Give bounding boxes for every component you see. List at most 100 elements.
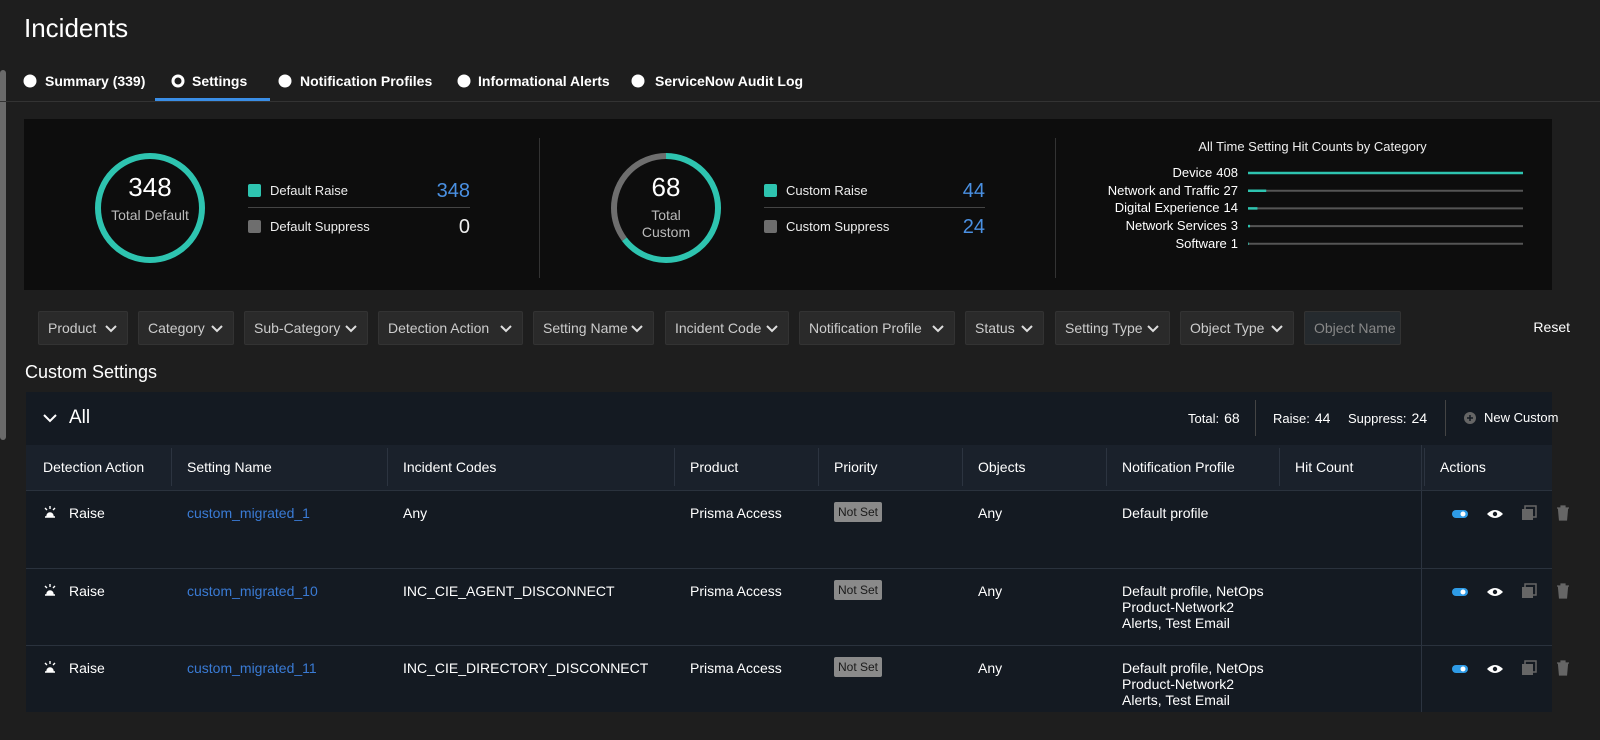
toggle-icon [1452,665,1468,673]
tab-icon [171,74,185,88]
donut-total: 348 [128,172,172,202]
hit-count-label: Network and Traffic 27 [1000,183,1238,199]
graphic [105,325,117,333]
graphic[interactable] [1451,508,1469,520]
scrollbar [0,70,6,440]
graphic [44,583,56,596]
cell: INC_CIE_AGENT_DISCONNECT [403,582,615,599]
graphic[interactable] [1521,505,1537,521]
filter-dropdown[interactable]: Incident Code [665,311,789,345]
graphic [44,506,56,518]
group-stat: Raise: 44 [1273,410,1330,427]
tab-icon [278,74,292,88]
cell: Any [978,505,1003,521]
chevron [1271,325,1283,333]
duplicate-icon [1524,505,1537,518]
chevron [766,325,778,333]
graphic[interactable] [1486,508,1504,520]
divider [1445,400,1446,436]
filter-dropdown[interactable]: Notification Profile [799,311,955,345]
graphic[interactable] [1451,586,1469,598]
graphic[interactable] [1521,660,1537,676]
tab[interactable]: Settings [192,73,248,89]
filter-label: Object Name [1314,320,1396,336]
setting-name-link[interactable]: custom_migrated_10 [187,582,318,599]
hit-count-label: Software 1 [1000,236,1238,252]
filter-dropdown[interactable]: Product [38,311,128,345]
tab[interactable]: Summary (339) [45,73,146,89]
column-header: Setting Name [187,459,272,475]
raise-icon [44,583,56,596]
chevron [345,325,357,333]
notification-profile: Default profile, NetOps Product-Network2… [1122,660,1264,708]
filter-dropdown[interactable]: Sub-Category [244,311,368,345]
setting-name-link[interactable]: custom_migrated_1 [187,505,310,521]
notification-profile: Default profile, NetOps Product-Network2… [1122,582,1264,631]
cell: Prisma Access [690,582,782,599]
duplicate-icon [1524,660,1537,673]
filter-label: Setting Name [543,320,628,336]
tab[interactable]: Notification Profiles [300,73,433,89]
tab[interactable]: Informational Alerts [478,73,610,89]
notification-profile: Default profile [1122,505,1209,521]
legend-value: 44 [962,180,985,202]
graphic [1021,325,1033,333]
graphic[interactable] [1556,582,1570,599]
graphic[interactable] [1486,586,1504,598]
graphic [171,74,185,88]
cell: Prisma Access [690,505,782,521]
group-stat: Suppress: 24 [1348,410,1427,427]
priority-badge: Not Set [834,657,883,677]
filter-dropdown[interactable]: Detection Action [378,311,523,345]
collapse-chevron [43,414,57,423]
delete-icon [1557,582,1569,599]
graphic [457,74,471,88]
filter-dropdown[interactable]: Setting Type [1055,311,1170,345]
stat-value: 24 [1411,410,1428,426]
filter-label: Category [148,320,205,336]
raise-icon [44,661,56,673]
filter-label: Sub-Category [254,320,341,336]
chevron [211,325,223,333]
detection-action: Raise [69,660,105,676]
new-custom-button[interactable]: New Custom [1484,410,1559,425]
filter-dropdown[interactable]: Status [965,311,1044,345]
cell: INC_CIE_DIRECTORY_DISCONNECT [403,660,649,676]
filter-dropdown[interactable]: Object Name [1304,311,1401,345]
graphic [211,325,223,333]
filter-dropdown[interactable]: Object Type [1180,311,1294,345]
graphic[interactable] [1486,663,1504,675]
chevron [932,325,944,333]
category-name: Digital Experience [1114,200,1220,216]
filter-dropdown[interactable]: Setting Name [533,311,654,345]
cell: Any [403,505,428,521]
duplicate-icon [1524,582,1537,596]
filter-dropdown[interactable]: Category [138,311,234,345]
graphic [1248,171,1523,246]
toggle-icon [1452,510,1468,518]
stat-label: Total: [1188,411,1220,426]
row-divider [26,567,1552,569]
column-header: Notification Profile [1122,459,1235,475]
tab[interactable]: ServiceNow Audit Log [655,73,804,89]
filter-label: Setting Type [1065,320,1143,336]
graphic[interactable] [1556,660,1570,676]
graphic[interactable] [1451,663,1469,675]
toggle-icon [1452,587,1468,596]
graphic [23,74,37,88]
graphic [345,325,357,333]
donut-segment [611,153,721,263]
raise-icon [44,506,56,518]
setting-name-link[interactable]: custom_migrated_11 [187,660,317,676]
reset-button[interactable]: Reset [1533,319,1570,335]
chevron [631,325,643,333]
graphic[interactable] [1556,505,1570,521]
tab-bar-border [0,101,1600,102]
category-count: 14 [1223,200,1238,216]
donut-segment [95,153,205,263]
actions-divider [1421,445,1422,712]
graphic[interactable] [1521,582,1537,599]
chevron [500,325,512,333]
hit-count-label: Network Services 3 [1000,218,1238,234]
group-label[interactable]: All [69,407,91,428]
